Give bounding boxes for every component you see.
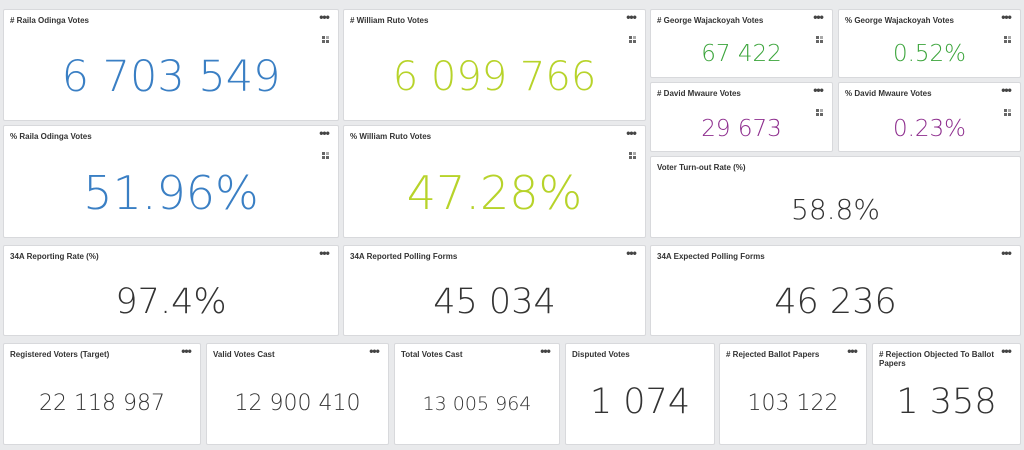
card-value: 0.52%: [892, 41, 967, 67]
more-options-button[interactable]: •••: [813, 10, 824, 24]
card-expected-forms: 34A Expected Polling Forms ••• 46 236: [650, 245, 1021, 336]
card-value: 1 358: [896, 382, 997, 422]
grid-view-icon[interactable]: [816, 36, 824, 44]
card-david-pct: % David Mwaure Votes ••• 0.23%: [838, 82, 1021, 152]
more-options-button[interactable]: •••: [1001, 344, 1012, 358]
card-ruto-pct: % William Ruto Votes ••• 47.28%: [343, 125, 646, 238]
more-options-button[interactable]: •••: [1001, 83, 1012, 97]
card-value: 13 005 964: [422, 393, 532, 415]
card-value: 12 900 410: [234, 391, 361, 416]
card-value: 22 118 987: [39, 391, 165, 416]
card-title: Total Votes Cast: [401, 350, 463, 359]
card-ruto-votes: # William Ruto Votes ••• 6 099 766: [343, 9, 646, 121]
card-turnout: Voter Turn-out Rate (%) 58.8%: [650, 156, 1021, 238]
card-value: 45 034: [433, 282, 556, 322]
more-options-button[interactable]: •••: [847, 344, 858, 358]
grid-view-icon[interactable]: [322, 152, 330, 160]
card-title: Voter Turn-out Rate (%): [657, 163, 746, 172]
card-raila-votes: # Raila Odinga Votes ••• 6 703 549: [3, 9, 339, 121]
card-value: 67 422: [701, 41, 782, 67]
card-value: 51.96%: [83, 166, 259, 220]
card-title: Valid Votes Cast: [213, 350, 275, 359]
more-options-button[interactable]: •••: [319, 126, 330, 140]
card-value: 47.28%: [406, 166, 583, 220]
more-options-button[interactable]: •••: [1001, 246, 1012, 260]
card-value: 46 236: [774, 282, 897, 322]
card-title: % George Wajackoyah Votes: [845, 16, 954, 25]
card-title: # David Mwaure Votes: [657, 89, 741, 98]
grid-view-icon[interactable]: [816, 109, 824, 117]
more-options-button[interactable]: •••: [813, 83, 824, 97]
card-david-votes: # David Mwaure Votes ••• 29 673: [650, 82, 833, 152]
card-registered: Registered Voters (Target) ••• 22 118 98…: [3, 343, 201, 445]
grid-view-icon[interactable]: [1004, 109, 1012, 117]
card-title: % David Mwaure Votes: [845, 89, 932, 98]
card-value: 29 673: [701, 116, 782, 142]
card-value: 97.4%: [115, 282, 227, 322]
grid-view-icon[interactable]: [629, 152, 637, 160]
card-rejection-objected: # Rejection Objected To Ballot Papers ••…: [872, 343, 1021, 445]
card-george-votes: # George Wajackoyah Votes ••• 67 422: [650, 9, 833, 78]
more-options-button[interactable]: •••: [319, 246, 330, 260]
card-value: 1 074: [589, 382, 691, 422]
more-options-button[interactable]: •••: [626, 126, 637, 140]
more-options-button[interactable]: •••: [1001, 10, 1012, 24]
card-title: # William Ruto Votes: [350, 16, 429, 25]
more-options-button[interactable]: •••: [626, 246, 637, 260]
more-options-button[interactable]: •••: [540, 344, 551, 358]
card-title: % William Ruto Votes: [350, 132, 432, 141]
grid-view-icon[interactable]: [629, 36, 637, 44]
card-value: 6 099 766: [392, 54, 597, 100]
card-title: Registered Voters (Target): [10, 350, 110, 359]
card-disputed: Disputed Votes 1 074: [565, 343, 715, 445]
card-value: 58.8%: [791, 193, 880, 226]
card-title: # Rejected Ballot Papers: [726, 350, 820, 359]
card-reporting-rate: 34A Reporting Rate (%) ••• 97.4%: [3, 245, 339, 336]
grid-view-icon[interactable]: [1004, 36, 1012, 44]
more-options-button[interactable]: •••: [369, 344, 380, 358]
more-options-button[interactable]: •••: [181, 344, 192, 358]
card-raila-pct: % Raila Odinga Votes ••• 51.96%: [3, 125, 339, 238]
card-title: 34A Expected Polling Forms: [657, 252, 765, 261]
card-title: # Raila Odinga Votes: [10, 16, 89, 25]
card-rejected: # Rejected Ballot Papers ••• 103 122: [719, 343, 867, 445]
grid-view-icon[interactable]: [322, 36, 330, 44]
card-valid-cast: Valid Votes Cast ••• 12 900 410: [206, 343, 389, 445]
more-options-button[interactable]: •••: [319, 10, 330, 24]
card-george-pct: % George Wajackoyah Votes ••• 0.52%: [838, 9, 1021, 78]
card-reported-forms: 34A Reported Polling Forms ••• 45 034: [343, 245, 646, 336]
card-title: 34A Reporting Rate (%): [10, 252, 99, 261]
card-value: 103 122: [747, 391, 839, 416]
card-value: 0.23%: [892, 116, 967, 142]
card-title: 34A Reported Polling Forms: [350, 252, 458, 261]
card-value: 6 703 549: [61, 52, 281, 102]
card-total-cast: Total Votes Cast ••• 13 005 964: [394, 343, 560, 445]
more-options-button[interactable]: •••: [626, 10, 637, 24]
card-title: % Raila Odinga Votes: [10, 132, 92, 141]
card-title: # Rejection Objected To Ballot Papers: [879, 350, 994, 368]
card-title: # George Wajackoyah Votes: [657, 16, 764, 25]
card-title: Disputed Votes: [572, 350, 630, 359]
